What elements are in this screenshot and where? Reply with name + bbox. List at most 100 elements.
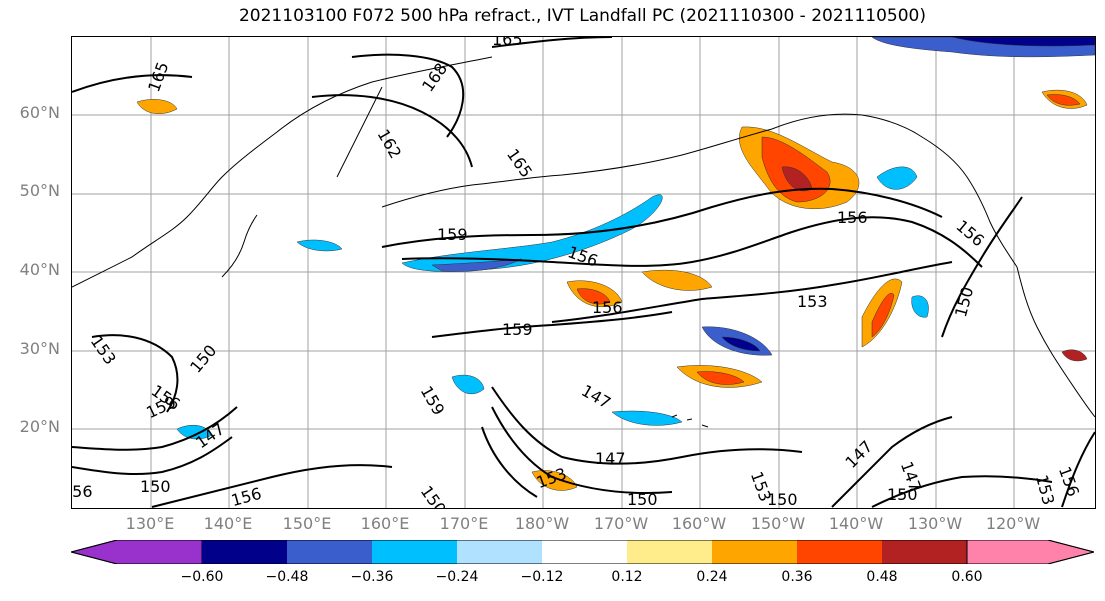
- colorbar-tick-label: −0.12: [520, 569, 564, 585]
- contour-label: 147: [192, 419, 228, 452]
- colorbar-tick-label: 0.60: [951, 569, 983, 585]
- coastline-na-west: [1016, 266, 1095, 418]
- contour-label: 165: [492, 37, 523, 49]
- contour-150-e: [941, 196, 1023, 338]
- lon-label-170w: 170°W: [593, 514, 649, 533]
- contour-label: 150: [951, 285, 977, 319]
- contour-label: 153: [87, 332, 120, 368]
- contour-label: 165: [503, 145, 536, 181]
- lat-label-50n: 50°N: [19, 181, 60, 200]
- contour-162: [311, 94, 473, 168]
- shading-blue-west: [296, 239, 343, 252]
- contour-165-n: [491, 37, 613, 48]
- shading-red-south: [696, 371, 745, 385]
- contour-label: 150: [627, 490, 658, 508]
- map-panel: 165 165 168 162 165 159 156 156 156 153 …: [71, 36, 1096, 509]
- contour-label: 159: [502, 320, 533, 339]
- colorbar-swatch: [882, 540, 967, 564]
- contour-label: 159: [417, 383, 449, 419]
- refractivity-contours: [72, 37, 1095, 508]
- lon-label-160e: 160°E: [360, 514, 410, 533]
- contour-153-s: [481, 426, 538, 498]
- colorbar-tick-label: −0.36: [350, 569, 394, 585]
- graticule: [72, 37, 1095, 508]
- shading-blue-band: [401, 194, 663, 272]
- lon-label-140w: 140°W: [828, 514, 884, 533]
- contour-159: [381, 187, 943, 248]
- colorbar-tick-label: −0.48: [265, 569, 309, 585]
- lon-label-130e: 130°E: [125, 514, 175, 533]
- shading-darkred-baja: [1061, 349, 1088, 362]
- shading-red-ne: [1046, 94, 1081, 106]
- coastlines: [72, 56, 1095, 428]
- coastline-japan: [221, 214, 258, 278]
- contour-label: 156: [565, 242, 600, 270]
- map-canvas: 165 165 168 162 165 159 156 156 156 153 …: [72, 37, 1095, 508]
- lat-label-30n: 30°N: [19, 339, 60, 358]
- contour-150-se: [871, 475, 1053, 508]
- contour-147-se: [831, 416, 953, 508]
- ivt-shading: [136, 37, 1095, 491]
- lon-label-150w: 150°W: [750, 514, 806, 533]
- lat-label-40n: 40°N: [19, 260, 60, 279]
- contour-label: 150: [186, 341, 220, 377]
- contour-156-sw: [151, 464, 393, 508]
- contour-156-se: [1061, 431, 1095, 508]
- colorbar-tick-label: 0.48: [866, 569, 898, 585]
- contour-159-s: [431, 311, 673, 338]
- shading-orange-gyre: [531, 470, 578, 491]
- contour-165-nw: [72, 74, 193, 93]
- contour-label: 165: [144, 59, 172, 94]
- colorbar-tick-label: −0.60: [180, 569, 224, 585]
- shading-blue-band-core: [431, 258, 523, 272]
- contour-label: 162: [374, 126, 406, 162]
- lat-label-20n: 20°N: [19, 417, 60, 436]
- contour-label: 156: [72, 482, 93, 501]
- shading-blue-coast: [876, 166, 918, 190]
- lat-label-60n: 60°N: [19, 103, 60, 122]
- colorbar-tick-label: 0.24: [696, 569, 728, 585]
- shading-orange-nw: [136, 99, 178, 114]
- colorbar-swatch: [542, 540, 627, 564]
- shading-orange-east: [641, 269, 713, 291]
- lon-label-170e: 170°E: [439, 514, 489, 533]
- contour-label: 153: [797, 292, 828, 311]
- colorbar-extend-low: [71, 540, 203, 564]
- contour-label: 153: [1032, 473, 1058, 507]
- contour-label: 156: [1055, 464, 1083, 499]
- shading-red-central: [576, 288, 611, 305]
- map-title: 2021103100 F072 500 hPa refract., IVT La…: [238, 6, 926, 26]
- shading-blue-east: [911, 295, 929, 318]
- colorbar-tick-label: −0.24: [435, 569, 479, 585]
- shading-blue-ne-core: [951, 37, 1095, 47]
- contour-label: 159: [437, 225, 468, 244]
- contour-150-sw: [72, 436, 233, 476]
- colorbar: [71, 540, 1094, 564]
- coastline-hawaii: [671, 414, 709, 428]
- contour-147-sw: [72, 406, 238, 451]
- colorbar-swatch: [372, 540, 457, 564]
- shading-blue-pacific: [611, 410, 683, 426]
- colorbar-swatch: [287, 540, 372, 564]
- contour-label: 147: [595, 449, 626, 468]
- coastline-asia: [72, 56, 493, 288]
- shading-red-coast: [871, 293, 895, 338]
- coastline-aleutians: [381, 128, 773, 208]
- shading-blue-sw: [176, 424, 213, 440]
- lon-label-140e: 140°E: [203, 514, 253, 533]
- colorbar-swatch: [797, 540, 882, 564]
- contour-label: 150: [417, 482, 450, 508]
- colorbar-swatch: [457, 540, 542, 564]
- contour-156: [401, 216, 983, 268]
- colorbar-swatch: [627, 540, 712, 564]
- contour-150-s: [491, 406, 673, 495]
- lon-label-180w: 180°W: [514, 514, 570, 533]
- shading-blue-mid-core: [721, 336, 761, 352]
- contour-168: [351, 53, 465, 138]
- lon-label-120w: 120°W: [985, 514, 1041, 533]
- contour-153-w: [91, 334, 179, 413]
- colorbar-swatch: [202, 540, 287, 564]
- contour-label: 150: [887, 485, 918, 504]
- contour-label: 150: [767, 490, 798, 508]
- colorbar-tick-label: 0.36: [781, 569, 813, 585]
